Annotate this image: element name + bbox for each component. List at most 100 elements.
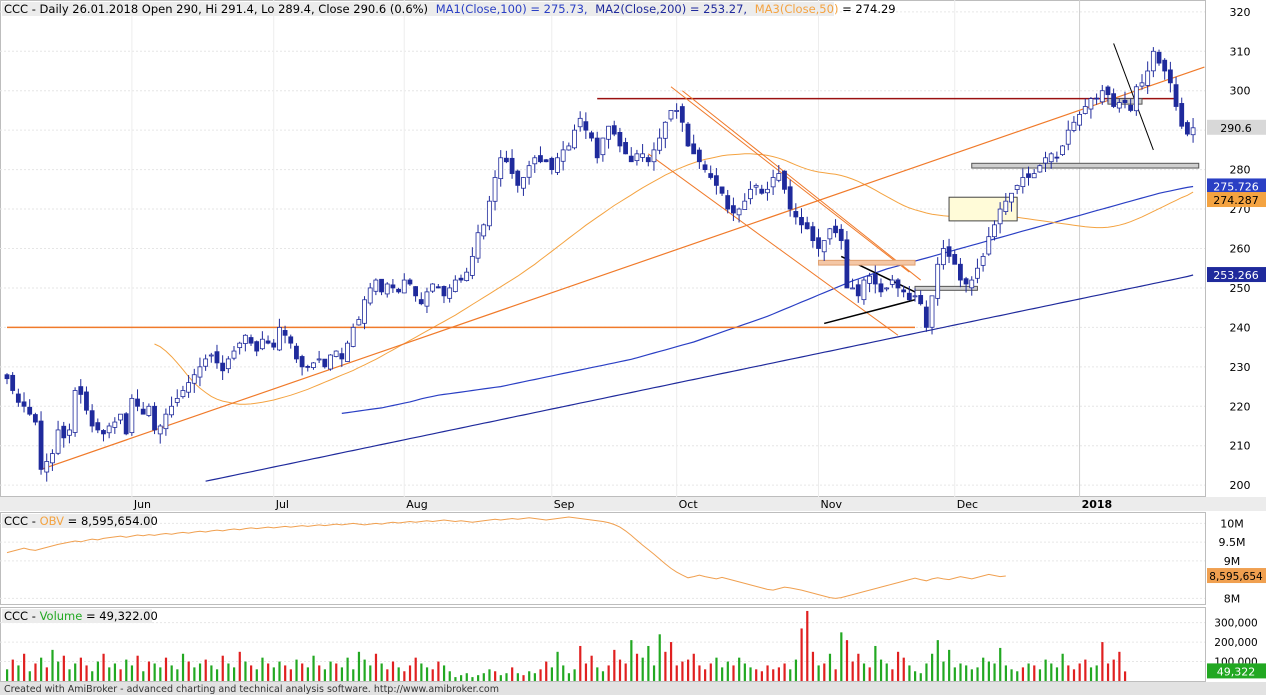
candle-body	[259, 338, 265, 350]
volume-bar	[1072, 669, 1076, 681]
candle	[662, 121, 668, 149]
candle-body	[1082, 106, 1088, 114]
candle	[1014, 184, 1020, 195]
candle-body	[923, 306, 929, 328]
price-y-tick: 260	[1230, 243, 1251, 256]
candle-body	[475, 232, 481, 259]
candle-body	[566, 145, 572, 151]
candle	[288, 334, 294, 349]
candle-body	[577, 117, 583, 128]
candle-body	[503, 157, 509, 163]
candle-body	[679, 106, 685, 123]
candle-body	[912, 295, 918, 298]
obv-last-label: 8,595,654	[1209, 571, 1263, 583]
candle-body	[191, 374, 197, 384]
candle-body	[208, 354, 214, 357]
candle	[169, 396, 174, 418]
volume-bar	[811, 651, 815, 681]
candle-body	[197, 366, 203, 378]
volume-bar	[777, 667, 780, 681]
candle	[765, 181, 770, 201]
candle-body	[367, 287, 373, 304]
candle-body	[844, 239, 850, 289]
volume-bar	[181, 653, 185, 681]
drawing-tools	[7, 43, 1205, 470]
volume-header: CCC - Volume = 49,322.00	[4, 609, 158, 623]
volume-bar	[1044, 659, 1047, 681]
candle-body	[827, 228, 833, 240]
candle-body	[1190, 127, 1196, 136]
candle-body	[895, 279, 901, 289]
candle-body	[1060, 145, 1065, 155]
candle-body	[940, 248, 946, 266]
candle	[600, 137, 606, 162]
candle-body	[850, 287, 855, 290]
volume-bar	[187, 661, 190, 681]
candle-body	[112, 421, 118, 428]
volume-bar	[238, 651, 241, 681]
volume-bar	[250, 665, 253, 681]
candle	[958, 258, 963, 288]
volume-bar	[318, 665, 321, 681]
volume-bar	[312, 655, 315, 681]
candle	[379, 278, 384, 296]
candle-body	[1003, 200, 1009, 212]
candle	[640, 144, 645, 162]
candle	[424, 287, 430, 313]
volume-bar	[386, 669, 389, 681]
ma1-header: MA1(Close,100) = 275.73,	[436, 2, 588, 16]
volume-y-tick: 200,000	[1214, 637, 1257, 649]
candle	[719, 186, 725, 196]
candle	[220, 355, 226, 380]
candle-body	[1048, 153, 1054, 163]
candle-body	[469, 255, 475, 276]
obv-y-tick: 9.5M	[1219, 536, 1246, 549]
candle	[418, 292, 424, 306]
volume-bar	[40, 657, 43, 681]
price-y-tick: 200	[1230, 479, 1251, 492]
candle	[685, 122, 691, 147]
volume-bar	[965, 665, 968, 681]
candle	[753, 183, 759, 196]
volume-bar	[159, 667, 162, 681]
candle-body	[634, 153, 640, 162]
volume-bar	[1118, 651, 1121, 681]
candle	[668, 110, 674, 122]
volume-bar	[806, 610, 809, 681]
candle	[952, 249, 958, 265]
candle-body	[674, 110, 680, 112]
supply-zone	[818, 259, 916, 266]
candle	[356, 316, 362, 326]
volume-bar	[704, 669, 707, 681]
candle	[1167, 61, 1173, 93]
volume-bar	[732, 665, 735, 681]
volume-bar	[1055, 667, 1059, 681]
volume-bar	[896, 651, 900, 681]
candle	[72, 387, 78, 437]
last-price-label-bg	[1207, 119, 1266, 135]
candle	[61, 421, 67, 448]
volume-bar	[982, 657, 985, 681]
volume-bar	[874, 645, 877, 681]
candle	[617, 127, 623, 153]
candle	[560, 141, 566, 171]
candle-body	[1122, 99, 1128, 103]
candle	[611, 120, 617, 137]
volume-bar	[1078, 663, 1081, 681]
volume-bar	[687, 659, 690, 681]
candle	[657, 128, 663, 155]
price-header-bg	[2, 2, 834, 16]
candle	[152, 402, 157, 435]
candle-body	[1014, 184, 1020, 190]
volume-bar	[136, 655, 139, 681]
date-tick: Oct	[679, 498, 699, 511]
candle	[515, 169, 521, 193]
candle-body	[237, 342, 243, 349]
candle	[38, 411, 44, 475]
candle	[1071, 116, 1077, 133]
candle-body	[804, 222, 810, 230]
volume-bar	[51, 649, 54, 681]
price-y-tick: 220	[1230, 400, 1251, 413]
candle	[101, 429, 106, 442]
candle	[736, 207, 742, 223]
